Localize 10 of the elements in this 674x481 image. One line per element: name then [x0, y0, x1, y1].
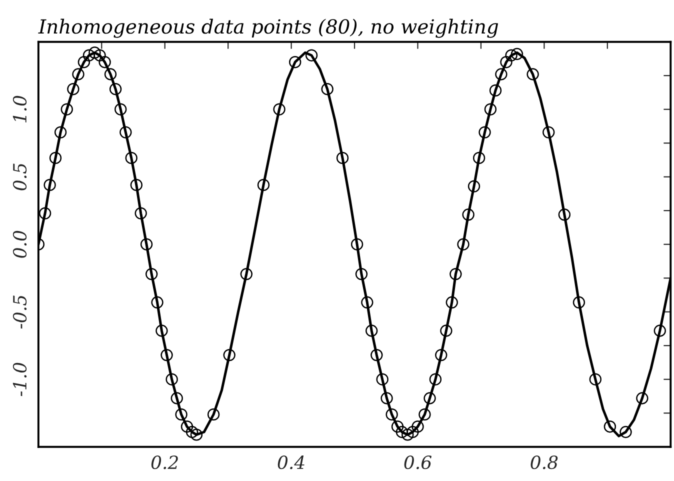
y-tick-label: -0.5	[12, 296, 27, 329]
x-tick-label: 0.6	[404, 456, 432, 470]
y-tick-label: 1.0	[12, 96, 27, 122]
x-tick-label: 0.4	[278, 456, 304, 470]
chart-title: Inhomogeneous data points (80), no weighting	[38, 18, 498, 38]
y-tick-label: 0.0	[12, 230, 27, 258]
x-tick-label: 0.2	[151, 456, 178, 470]
y-tick-label: 0.5	[12, 164, 27, 190]
x-tick-label: 0.8	[530, 456, 558, 470]
y-tick-label: -1.0	[12, 362, 27, 396]
